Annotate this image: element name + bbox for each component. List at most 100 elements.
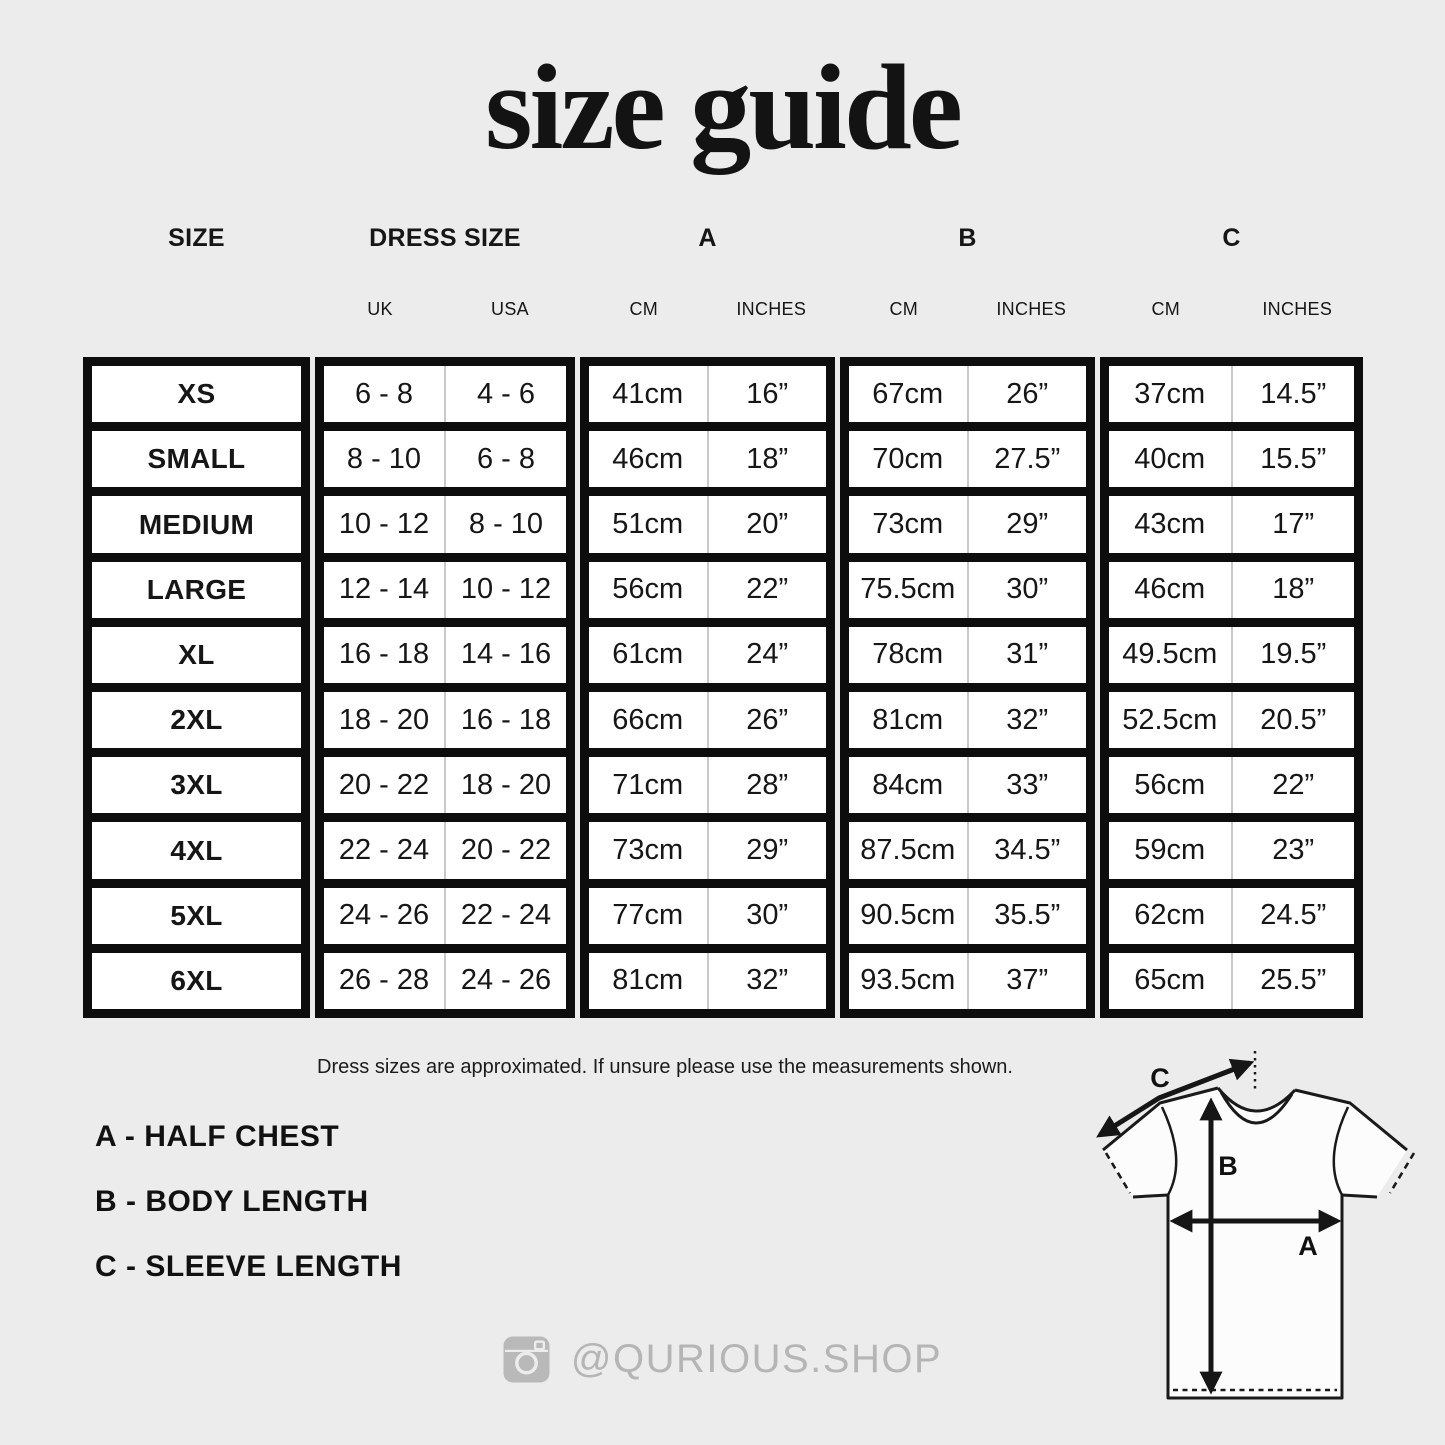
a-inches-value: 24” <box>746 638 789 671</box>
table-cell: 81cm 32” <box>849 683 1086 749</box>
c-cm-value: 46cm <box>1109 561 1233 618</box>
uk-value: 6 - 8 <box>324 366 446 423</box>
table-header-row: SIZE DRESS SIZE A B C <box>83 224 1363 253</box>
size-label: 2XL <box>170 704 223 736</box>
c-inches-value: 18” <box>1272 573 1315 606</box>
subheader-cm: CM <box>629 299 659 319</box>
b-inches-value: 34.5” <box>994 834 1061 867</box>
table-cell: 59cm 23” <box>1109 813 1354 879</box>
subheader-usa: USA <box>491 299 529 319</box>
subheader-inches: INCHES <box>1262 299 1333 319</box>
usa-value: 6 - 8 <box>476 442 536 475</box>
a-cm-value: 66cm <box>589 692 709 749</box>
legend: A - HALF CHEST B - BODY LENGTH C - SLEEV… <box>95 1120 402 1284</box>
b-cm-value: 78cm <box>849 626 969 684</box>
c-cm-value: 59cm <box>1109 822 1233 879</box>
size-label: XL <box>178 638 215 670</box>
tshirt-body <box>1103 1088 1407 1398</box>
subheader-uk: UK <box>367 299 393 319</box>
table-cell: 78cm 31” <box>849 617 1086 684</box>
a-inches-value: 18” <box>746 442 789 475</box>
c-inches-value: 24.5” <box>1260 899 1327 932</box>
c-cm-value: 56cm <box>1109 757 1233 814</box>
usa-value: 8 - 10 <box>468 508 544 540</box>
table-cell: 56cm 22” <box>589 552 826 618</box>
legend-item-a: A - HALF CHEST <box>95 1120 340 1153</box>
table-cell: 56cm 22” <box>1109 748 1354 814</box>
b-inches-value: 35.5” <box>994 899 1061 932</box>
uk-value: 10 - 12 <box>324 496 446 553</box>
c-cm-value: 65cm <box>1109 952 1233 1010</box>
table-cell: MEDIUM <box>92 487 301 553</box>
table-cell: 84cm 33” <box>849 748 1086 814</box>
header-size: SIZE <box>168 224 225 252</box>
uk-value: 8 - 10 <box>324 431 446 488</box>
size-label: XS <box>177 378 216 410</box>
a-cm-value: 61cm <box>589 626 709 684</box>
a-cm-value: 46cm <box>589 431 709 488</box>
column-group-c-sleeve-length: 37cm 14.5” 40cm 15.5” 43cm 17” 46cm 18” 49.5… <box>1100 357 1363 1018</box>
size-label: LARGE <box>146 573 247 605</box>
subheader-cm: CM <box>1151 299 1181 319</box>
c-inches-value: 17” <box>1272 508 1315 540</box>
table-cell: 73cm 29” <box>589 813 826 879</box>
table-cell: 62cm 24.5” <box>1109 878 1354 944</box>
column-group-b-body-length: 67cm 26” 70cm 27.5” 73cm 29” 75.5cm 30” 78cm… <box>840 357 1095 1018</box>
c-inches-value: 14.5” <box>1260 377 1327 410</box>
size-table: XS SMALL MEDIUM LARGE XL 2XL 3XL 4XL 5XL… <box>83 357 1363 1018</box>
header-a: A <box>698 224 717 252</box>
b-cm-value: 67cm <box>849 366 969 423</box>
size-label: 3XL <box>170 769 223 801</box>
a-cm-value: 77cm <box>589 887 709 944</box>
b-cm-value: 87.5cm <box>849 822 969 879</box>
table-cell: 4XL <box>92 813 301 879</box>
a-cm-value: 51cm <box>589 496 709 553</box>
usa-value: 22 - 24 <box>460 899 552 932</box>
uk-value: 24 - 26 <box>324 887 446 944</box>
table-cell: 93.5cm 37” <box>849 943 1086 1010</box>
size-label: 5XL <box>170 899 223 931</box>
table-cell: 8 - 10 6 - 8 <box>324 422 566 488</box>
usa-value: 18 - 20 <box>460 768 552 801</box>
table-cell: 6XL <box>92 943 301 1010</box>
table-cell: 73cm 29” <box>849 487 1086 553</box>
b-inches-value: 29” <box>1006 508 1049 540</box>
table-cell: 49.5cm 19.5” <box>1109 617 1354 684</box>
table-cell: 67cm 26” <box>849 366 1086 423</box>
page-title: size guide <box>485 40 963 175</box>
c-inches-value: 15.5” <box>1260 442 1327 475</box>
table-cell: 46cm 18” <box>1109 552 1354 618</box>
b-inches-value: 31” <box>1006 638 1049 671</box>
uk-value: 22 - 24 <box>324 822 446 879</box>
table-cell: 70cm 27.5” <box>849 422 1086 488</box>
table-cell: 75.5cm 30” <box>849 552 1086 618</box>
measure-label-c: C <box>1150 1063 1170 1093</box>
b-cm-value: 84cm <box>849 757 969 814</box>
uk-value: 26 - 28 <box>324 952 446 1010</box>
a-inches-value: 20” <box>746 508 789 540</box>
subheader-cm: CM <box>889 299 919 319</box>
table-cell: 16 - 18 14 - 16 <box>324 617 566 684</box>
table-cell: 87.5cm 34.5” <box>849 813 1086 879</box>
note-text: Dress sizes are approximated. If unsure … <box>317 1056 1013 1078</box>
table-cell: 10 - 12 8 - 10 <box>324 487 566 553</box>
table-cell: 20 - 22 18 - 20 <box>324 748 566 814</box>
a-inches-value: 26” <box>746 703 789 736</box>
usa-value: 16 - 18 <box>460 703 552 736</box>
c-inches-value: 25.5” <box>1260 964 1327 997</box>
tshirt-diagram: C B A <box>1096 1051 1416 1400</box>
legend-item-b: B - BODY LENGTH <box>95 1185 369 1218</box>
a-inches-value: 30” <box>746 899 789 932</box>
table-cell: 12 - 14 10 - 12 <box>324 552 566 618</box>
sleeve-hem-dashed-lines <box>1104 1152 1416 1194</box>
header-dress-size: DRESS SIZE <box>369 224 521 252</box>
instagram-icon <box>503 1336 550 1383</box>
b-cm-value: 70cm <box>849 431 969 488</box>
a-cm-value: 81cm <box>589 952 709 1010</box>
table-cell: XS <box>92 366 301 423</box>
a-cm-value: 56cm <box>589 561 709 618</box>
b-inches-value: 37” <box>1006 964 1049 997</box>
subheader-inches: INCHES <box>996 299 1067 319</box>
table-cell: LARGE <box>92 552 301 618</box>
uk-value: 12 - 14 <box>324 561 446 618</box>
